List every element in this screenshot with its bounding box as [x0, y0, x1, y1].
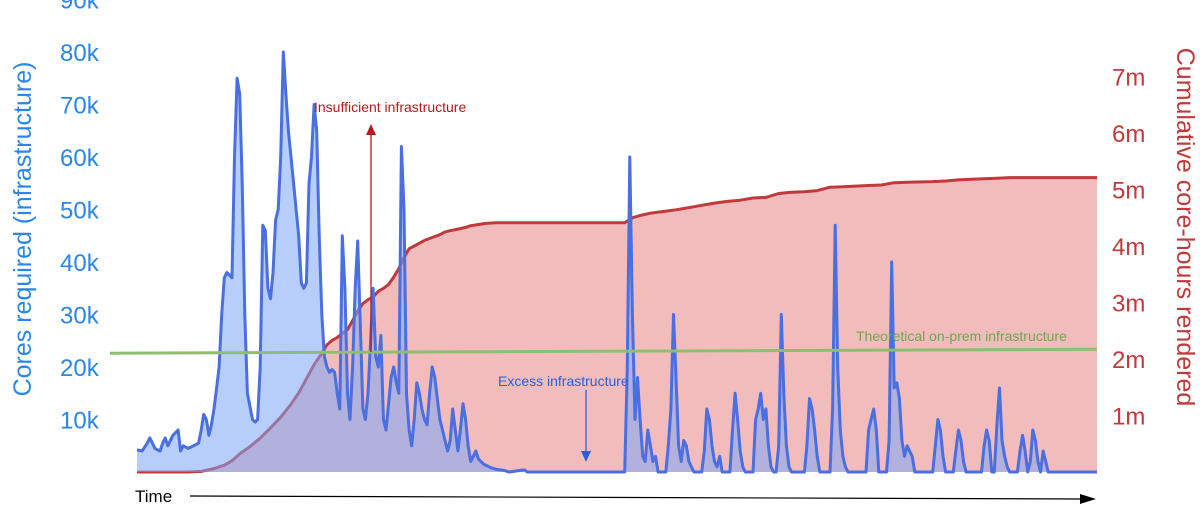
time-axis-arrow — [189, 495, 1083, 500]
y-right-tick-label: 1m — [1112, 404, 1145, 431]
y-axis-left-title: Cores required (infrastructure) — [9, 62, 37, 397]
insufficient-arrowhead — [366, 124, 376, 135]
y-left-tick-label: 90k — [60, 0, 100, 15]
y-right-tick-label: 2m — [1112, 347, 1145, 374]
excess-arrowhead — [581, 451, 591, 462]
y-right-tick-label: 4m — [1112, 234, 1145, 261]
y-right-tick-label: 6m — [1112, 121, 1145, 148]
y-right-tick-label: 5m — [1112, 178, 1145, 205]
y-right-tick-label: 3m — [1112, 291, 1145, 318]
y-left-tick-label: 30k — [60, 303, 100, 330]
y-left-tick-label: 40k — [60, 250, 100, 277]
y-right-tick-label: 7m — [1112, 65, 1145, 92]
y-axis-right-title: Cumulative core-hours rendered — [1171, 48, 1199, 407]
y-left-tick-label: 80k — [60, 40, 100, 67]
onprem-label: Theoretical on-prem infrastructure — [856, 328, 1067, 344]
excess-label: Excess infrastructure — [498, 373, 629, 389]
insufficient-label: Insufficient infrastructure — [314, 99, 466, 115]
y-left-tick-label: 50k — [60, 198, 100, 225]
cores-line — [136, 50, 1097, 474]
onprem-line — [109, 347, 1098, 355]
y-left-tick-label: 70k — [60, 93, 100, 120]
y-left-tick-label: 20k — [60, 355, 100, 382]
y-left-tick-label: 60k — [60, 145, 100, 172]
y-left-tick-label: 10k — [60, 408, 100, 435]
time-arrowhead — [1080, 494, 1096, 504]
x-axis-title: Time — [135, 487, 172, 506]
